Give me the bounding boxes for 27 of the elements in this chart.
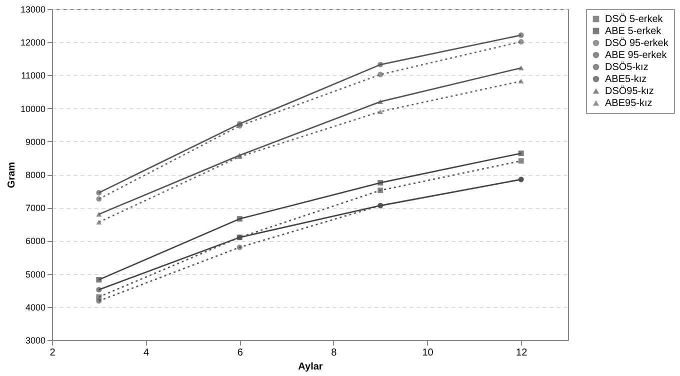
y-tick-label: 3000 <box>25 336 46 346</box>
y-tick-label: 9000 <box>25 136 46 147</box>
y-tick-label: 6000 <box>25 236 46 246</box>
x-tick-label: 4 <box>144 348 150 358</box>
legend-label: ABE95-kız <box>605 98 652 109</box>
x-tick-label: 12 <box>516 348 528 358</box>
y-tick-label: 11000 <box>21 70 46 81</box>
y-tick-label: 10000 <box>20 104 46 114</box>
legend-label: DSÖ 95-erkek <box>605 37 670 49</box>
legend-label: ABE5-kız <box>605 74 647 85</box>
x-tick-label: 10 <box>422 348 434 358</box>
y-tick-label: 7000 <box>25 203 46 214</box>
y-tick-label: 13000 <box>20 4 46 14</box>
x-tick-label: 2 <box>50 348 56 358</box>
legend-label: DSÖ95-kız <box>605 85 654 97</box>
x-axis-title: Aylar <box>298 362 323 372</box>
y-tick-label: 5000 <box>25 269 46 280</box>
y-axis-title: Gram <box>6 162 18 188</box>
x-tick-label: 6 <box>237 348 244 358</box>
legend-label: DSÖ5-kız <box>605 61 648 73</box>
y-tick-label: 4000 <box>25 302 46 312</box>
y-tick-label: 12000 <box>20 38 46 48</box>
legend-label: ABE 95-erkek <box>605 50 668 61</box>
legend-label: DSÖ 5-erkek <box>605 13 664 25</box>
legend-label: ABE 5-erkek <box>605 26 662 37</box>
x-tick-label: 8 <box>331 348 338 358</box>
y-tick-label: 8000 <box>25 170 46 180</box>
